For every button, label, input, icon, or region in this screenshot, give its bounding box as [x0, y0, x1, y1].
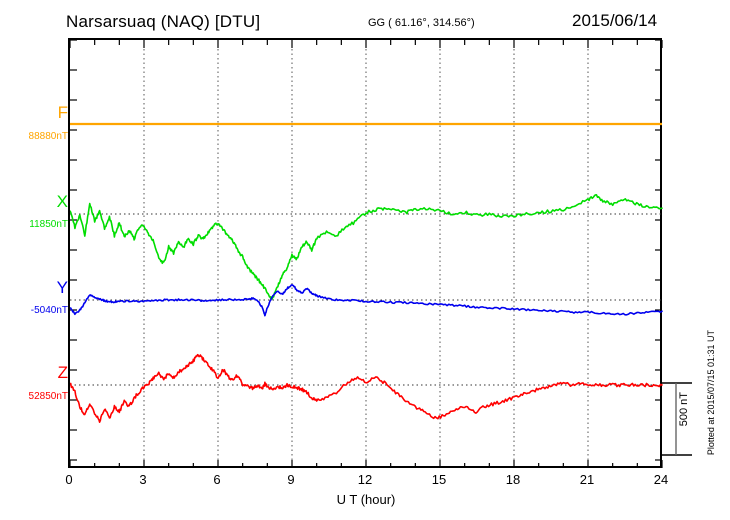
component-label-X: X	[56, 192, 68, 211]
scale-bar	[662, 382, 692, 456]
x-tick-label: 21	[579, 472, 595, 487]
x-tick-label: 12	[357, 472, 373, 487]
plotted-at-timestamp: Plotted at 2015/07/15 01:31 UT	[706, 330, 716, 456]
observation-date: 2015/06/14	[572, 11, 658, 30]
x-axis-title-text: U T (hour)	[336, 492, 396, 507]
x-tick-label: 24	[653, 472, 669, 487]
x-tick-label: 3	[139, 472, 147, 487]
x-axis-title: U T (hour)	[0, 492, 730, 507]
component-label-Y: Y	[56, 278, 68, 297]
component-label-Z: Z	[57, 363, 68, 382]
vertical-gridlines	[143, 40, 589, 468]
component-value-Z: 52850nT	[28, 391, 68, 402]
x-tick-label: 9	[287, 472, 295, 487]
x-tick-label: 15	[431, 472, 447, 487]
component-label-F: F	[57, 103, 68, 122]
station-title: Narsarsuaq (NAQ) [DTU]	[66, 12, 261, 31]
component-baselines	[70, 123, 662, 386]
component-value-X: 11850nT	[29, 219, 68, 230]
y-axis-ticks	[70, 40, 662, 461]
plot-area	[68, 38, 663, 468]
trace-lines	[70, 122, 663, 423]
geographic-coordinates: GG ( 61.16°, 314.56°)	[368, 17, 475, 29]
component-value-F: 88880nT	[28, 131, 68, 142]
x-axis-ticks	[70, 40, 663, 468]
x-tick-label: 18	[505, 472, 521, 487]
magnetogram-traces	[70, 40, 663, 468]
component-value-Y: -5040nT	[30, 305, 68, 316]
scale-bar-label: 500 nT	[678, 392, 690, 427]
x-tick-label: 0	[65, 472, 73, 487]
x-tick-label: 6	[213, 472, 221, 487]
